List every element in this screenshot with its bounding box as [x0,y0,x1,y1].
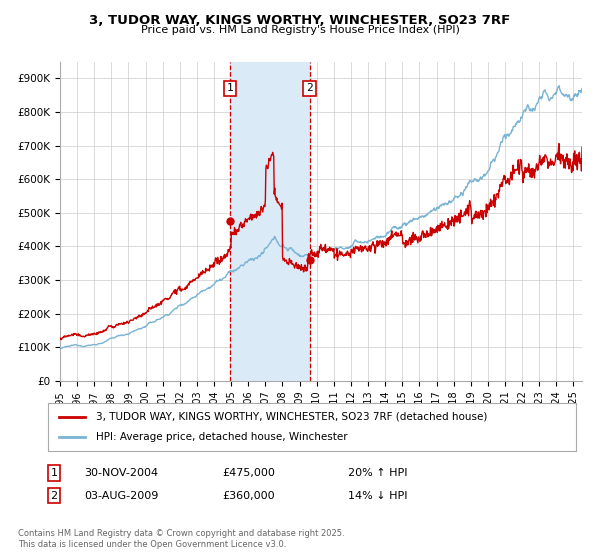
Text: £475,000: £475,000 [222,468,275,478]
Text: £360,000: £360,000 [222,491,275,501]
Text: 20% ↑ HPI: 20% ↑ HPI [348,468,407,478]
Text: 2: 2 [50,491,58,501]
Text: 2: 2 [306,83,313,94]
Text: 30-NOV-2004: 30-NOV-2004 [84,468,158,478]
Text: 1: 1 [50,468,58,478]
Text: Contains HM Land Registry data © Crown copyright and database right 2025.
This d: Contains HM Land Registry data © Crown c… [18,529,344,549]
Text: HPI: Average price, detached house, Winchester: HPI: Average price, detached house, Winc… [95,432,347,442]
Text: 14% ↓ HPI: 14% ↓ HPI [348,491,407,501]
Text: 1: 1 [226,83,233,94]
Text: Price paid vs. HM Land Registry's House Price Index (HPI): Price paid vs. HM Land Registry's House … [140,25,460,35]
Text: 03-AUG-2009: 03-AUG-2009 [84,491,158,501]
Text: 3, TUDOR WAY, KINGS WORTHY, WINCHESTER, SO23 7RF (detached house): 3, TUDOR WAY, KINGS WORTHY, WINCHESTER, … [95,412,487,422]
Text: 3, TUDOR WAY, KINGS WORTHY, WINCHESTER, SO23 7RF: 3, TUDOR WAY, KINGS WORTHY, WINCHESTER, … [89,14,511,27]
Bar [230,62,310,381]
